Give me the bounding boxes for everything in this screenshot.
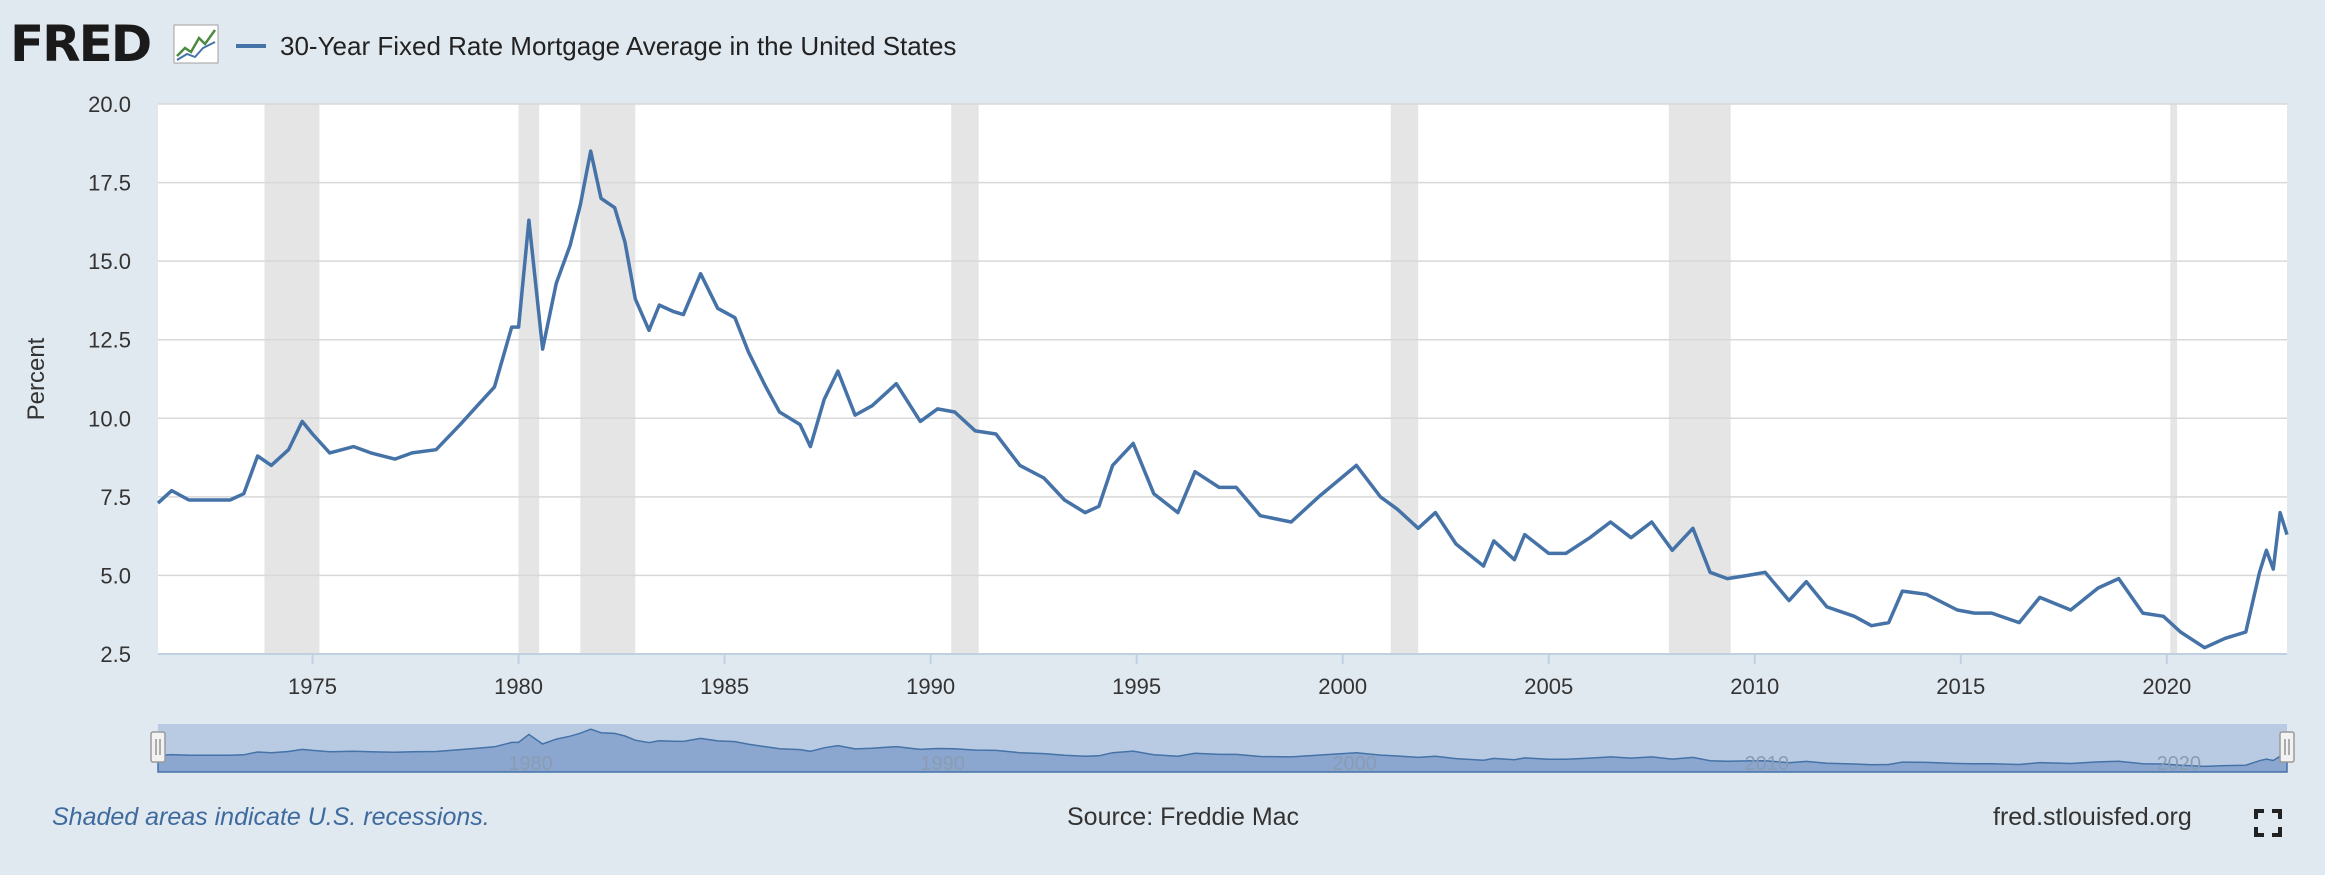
navigator-left-handle[interactable] (150, 731, 166, 763)
legend-swatch (236, 44, 266, 48)
legend-label: 30-Year Fixed Rate Mortgage Average in t… (280, 30, 957, 61)
navigator-series-area (157, 728, 2288, 773)
legend-item[interactable]: 30-Year Fixed Rate Mortgage Average in t… (236, 26, 956, 66)
navigator-handle-grip[interactable] (150, 731, 166, 763)
line-chart-icon (173, 24, 219, 64)
navigator-tick-label: 2010 (1745, 753, 1790, 775)
navigator-right-handle[interactable] (2279, 731, 2295, 763)
x-tick-label: 1990 (906, 674, 955, 699)
x-tick-label: 1985 (700, 674, 749, 699)
recession-band (1390, 104, 1419, 654)
y-axis-label: Percent (23, 337, 50, 420)
y-tick-label: 2.5 (100, 642, 131, 667)
recession-note: Shaded areas indicate U.S. recessions. (52, 803, 490, 831)
x-tick-label: 2020 (2142, 674, 2191, 699)
y-tick-label: 15.0 (88, 249, 131, 274)
x-tick-label: 1980 (494, 674, 543, 699)
y-tick-label: 17.5 (88, 171, 131, 196)
x-tick-label: 2010 (1730, 674, 1779, 699)
y-tick-label: 7.5 (100, 485, 131, 510)
x-tick-label: 2015 (1936, 674, 1985, 699)
recession-band (518, 104, 540, 654)
fred-logo[interactable]: FRED (10, 15, 152, 73)
plot-area (158, 104, 2287, 654)
navigator-tick-label: 2000 (1332, 753, 1377, 775)
x-tick-label: 1995 (1112, 674, 1161, 699)
x-tick-label: 2000 (1318, 674, 1367, 699)
y-tick-label: 20.0 (88, 92, 131, 117)
line-chart[interactable]: 2.5 5.0 7.5 10.0 12.5 15.0 17.5 20.0 1975 1980 19… (0, 0, 2325, 800)
recession-band (580, 104, 636, 654)
recession-band (1668, 104, 1731, 654)
fullscreen-icon[interactable] (2253, 808, 2283, 838)
x-tick-label: 1975 (288, 674, 337, 699)
series-line[interactable] (156, 149, 2289, 650)
y-tick-label: 5.0 (100, 563, 131, 588)
navigator-handle-grip[interactable] (2279, 731, 2295, 763)
site-link[interactable]: fred.stlouisfed.org (1993, 803, 2192, 831)
navigator-tick-label: 1980 (508, 753, 553, 775)
navigator-tick-label: 1990 (920, 753, 965, 775)
source-credit: Source: Freddie Mac (1067, 803, 1300, 831)
recession-band (951, 104, 979, 654)
chart-header: FRED 30-Year Fixed Rate Mortgage Average… (0, 0, 2325, 92)
recession-band (264, 104, 320, 654)
y-tick-label: 10.0 (88, 406, 131, 431)
navigator-tick-label: 2020 (2157, 753, 2202, 775)
y-tick-label: 12.5 (88, 328, 131, 353)
recession-band (2170, 104, 2178, 654)
x-tick-label: 2005 (1524, 674, 1573, 699)
